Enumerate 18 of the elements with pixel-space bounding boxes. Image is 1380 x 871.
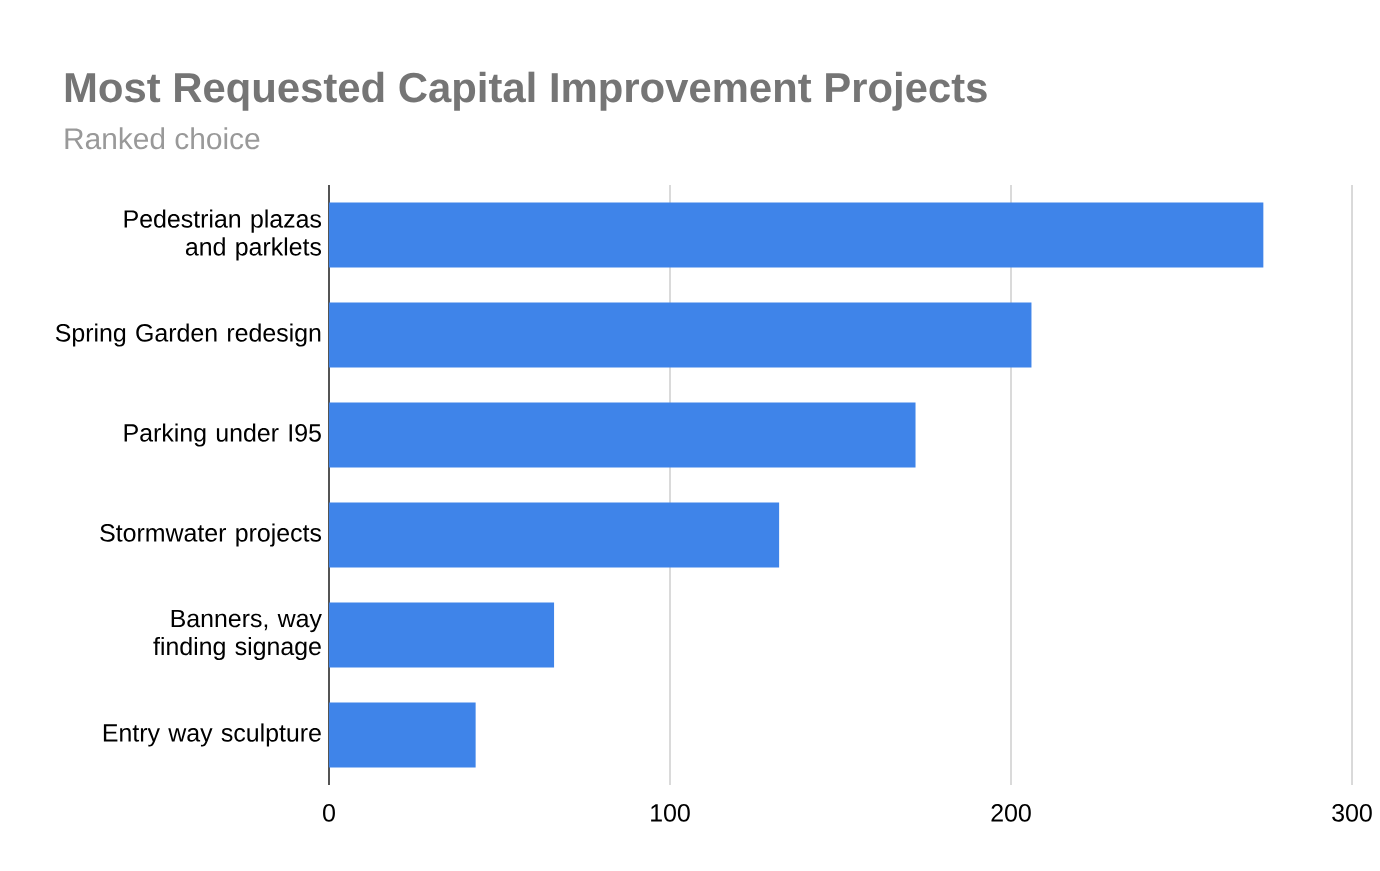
bar bbox=[329, 402, 916, 468]
y-tick-label: Entry way sculpture bbox=[103, 723, 321, 747]
y-tick-label: Pedestrian plazas and parklets bbox=[124, 209, 322, 261]
bar bbox=[329, 502, 780, 568]
chart-title: Most Requested Capital Improvement Projects bbox=[65, 71, 987, 111]
x-tick-label: 300 bbox=[1332, 804, 1372, 822]
x-tick-label: 200 bbox=[991, 804, 1031, 822]
y-tick-label: Parking under I95 bbox=[124, 423, 321, 447]
y-tick-label: Spring Garden redesign bbox=[55, 323, 321, 347]
bar bbox=[329, 702, 476, 768]
chart-subtitle: Ranked choice bbox=[65, 127, 260, 150]
x-tick-label: 100 bbox=[651, 804, 690, 822]
bar bbox=[329, 302, 1032, 368]
bar bbox=[329, 202, 1264, 268]
y-tick-label: Banners, way finding signage bbox=[153, 609, 322, 661]
y-tick-label: Stormwater projects bbox=[100, 523, 322, 547]
bar bbox=[329, 602, 555, 668]
x-tick-label: 0 bbox=[323, 804, 335, 822]
